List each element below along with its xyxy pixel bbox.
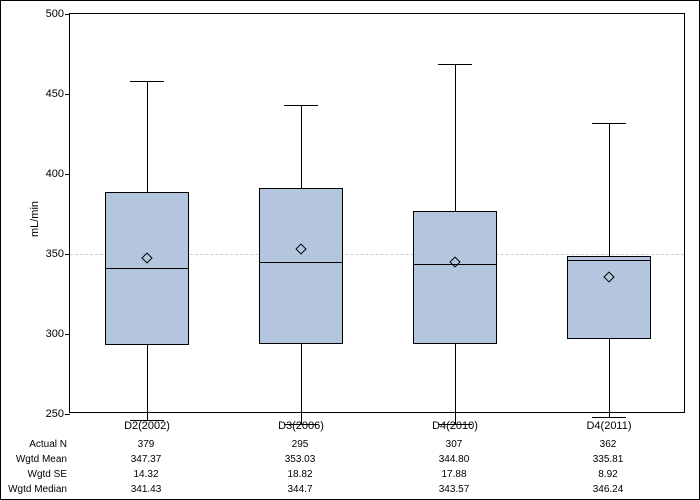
stats-row-label: Wgtd SE: [1, 469, 67, 480]
stats-value: 307: [446, 439, 463, 450]
stats-value: 295: [292, 439, 309, 450]
stats-value: 353.03: [285, 454, 316, 465]
y-tick: [65, 414, 70, 415]
whisker-cap-high: [284, 105, 318, 106]
stats-value: 343.57: [439, 484, 470, 495]
median-line: [567, 260, 652, 261]
stats-value: 362: [600, 439, 617, 450]
box: [259, 188, 344, 343]
stats-value: 18.82: [287, 469, 312, 480]
median-line: [105, 268, 190, 269]
whisker-cap-low: [284, 424, 318, 425]
whisker-lower: [301, 344, 302, 424]
y-tick-label: 400: [46, 168, 64, 180]
whisker-lower: [609, 339, 610, 417]
y-tick-label: 500: [46, 8, 64, 20]
stats-value: 341.43: [131, 484, 162, 495]
whisker-upper: [147, 81, 148, 191]
stats-value: 14.32: [133, 469, 158, 480]
whisker-upper: [609, 123, 610, 256]
boxplot-chart: 250300350400450500D2(2002)D3(2006)D4(201…: [0, 0, 700, 500]
whisker-upper: [455, 64, 456, 211]
y-tick: [65, 14, 70, 15]
whisker-cap-low: [130, 420, 164, 421]
x-tick-label: D2(2002): [124, 420, 170, 432]
plot-area: 250300350400450500D2(2002)D3(2006)D4(201…: [69, 13, 685, 413]
y-tick: [65, 94, 70, 95]
box: [567, 256, 652, 339]
whisker-lower: [455, 344, 456, 424]
stats-value: 346.24: [593, 484, 624, 495]
whisker-cap-high: [438, 64, 472, 65]
whisker-cap-high: [592, 123, 626, 124]
x-tick-label: D4(2011): [586, 420, 631, 432]
y-tick: [65, 334, 70, 335]
stats-value: 379: [138, 439, 155, 450]
median-line: [259, 262, 344, 263]
stats-row-label: Wgtd Mean: [1, 454, 67, 465]
stats-value: 17.88: [441, 469, 466, 480]
whisker-cap-low: [438, 424, 472, 425]
stats-row-label: Actual N: [1, 439, 67, 450]
box: [413, 211, 498, 344]
stats-row-label: Wgtd Median: [1, 484, 67, 495]
y-axis-title: mL/min: [29, 201, 41, 237]
whisker-cap-high: [130, 81, 164, 82]
y-tick-label: 450: [46, 88, 64, 100]
whisker-upper: [301, 105, 302, 188]
y-tick-label: 350: [46, 248, 64, 260]
stats-value: 344.7: [287, 484, 312, 495]
stats-value: 347.37: [131, 454, 162, 465]
y-tick-label: 300: [46, 328, 64, 340]
stats-value: 8.92: [598, 469, 617, 480]
y-tick: [65, 174, 70, 175]
stats-value: 335.81: [593, 454, 624, 465]
stats-value: 344.80: [439, 454, 470, 465]
y-tick-label: 250: [46, 408, 64, 420]
whisker-lower: [147, 345, 148, 420]
whisker-cap-low: [592, 417, 626, 418]
